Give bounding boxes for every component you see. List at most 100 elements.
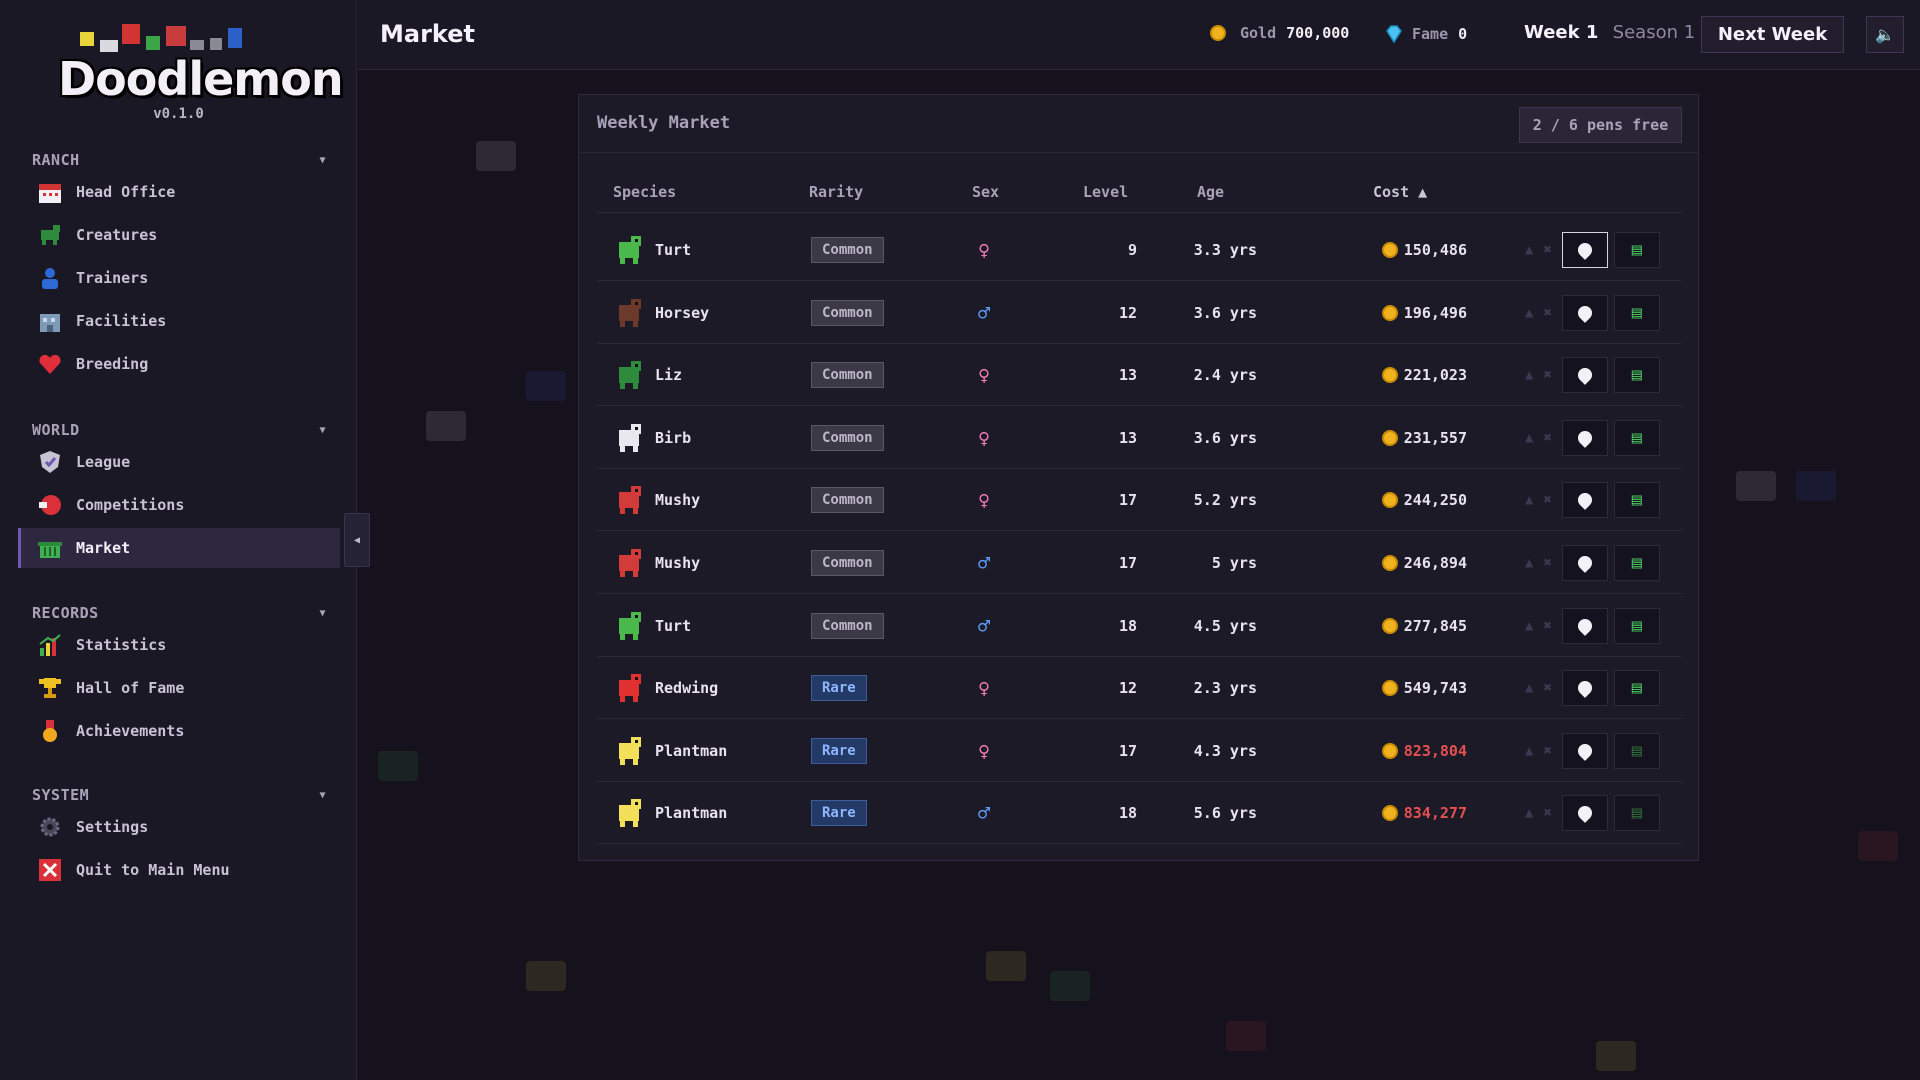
sidebar-item-competitions[interactable]: Competitions: [18, 485, 340, 525]
basket-icon: ▤: [1631, 678, 1642, 699]
female-icon: ♀: [978, 363, 991, 388]
sound-toggle-button[interactable]: 🔈: [1866, 16, 1904, 53]
section-header-records[interactable]: RECORDS ▼: [32, 603, 332, 623]
table-row[interactable]: Horsey Common ♂ 12 3.6 yrs 196,496 ▲ ✖ ▤: [597, 282, 1682, 344]
buy-button[interactable]: ▤: [1613, 795, 1660, 832]
inspect-button[interactable]: [1561, 670, 1608, 707]
hat-icon: ▲: [1525, 304, 1534, 321]
section-header-ranch[interactable]: RANCH ▼: [32, 150, 332, 170]
inspect-button[interactable]: [1561, 482, 1608, 519]
inspect-button[interactable]: [1561, 294, 1608, 331]
chevron-down-icon: ▼: [319, 789, 326, 801]
table-row[interactable]: Mushy Common ♀ 17 5.2 yrs 244,250 ▲ ✖ ▤: [597, 469, 1682, 532]
sidebar-item-quit-to-main-menu[interactable]: Quit to Main Menu: [18, 850, 340, 890]
inspect-button[interactable]: [1561, 545, 1608, 581]
bg-critter: [986, 951, 1026, 981]
column-species[interactable]: Species: [613, 183, 677, 201]
sidebar-item-label: Statistics: [76, 636, 167, 654]
buy-button[interactable]: ▤: [1613, 545, 1660, 581]
age-cell: 4.3 yrs: [1193, 741, 1257, 760]
species-cell: Mushy: [611, 532, 700, 594]
table-row[interactable]: Turt Common ♂ 18 4.5 yrs 277,845 ▲ ✖ ▤: [597, 595, 1682, 657]
male-icon: ♂: [978, 801, 991, 826]
column-sex[interactable]: Sex: [972, 183, 1000, 201]
buy-button[interactable]: ▤: [1613, 357, 1660, 394]
sidebar-item-creatures[interactable]: Creatures: [18, 215, 340, 255]
section-header-world[interactable]: WORLD ▼: [32, 420, 332, 440]
buy-button[interactable]: ▤: [1613, 732, 1660, 769]
sidebar-item-label: Hall of Fame: [76, 679, 185, 697]
bg-critter: [1050, 971, 1090, 1001]
basket-icon: ▤: [1631, 553, 1642, 573]
inspect-icon: [1574, 553, 1595, 573]
buy-button[interactable]: ▤: [1613, 607, 1660, 644]
sidebar-item-market[interactable]: Market: [18, 528, 340, 568]
rarity-badge: Common: [811, 362, 884, 389]
bg-critter: [476, 141, 516, 171]
buy-button[interactable]: ▤: [1613, 670, 1660, 707]
inspect-icon: [1574, 678, 1595, 699]
table-row[interactable]: Mushy Common ♂ 17 5 yrs 246,894 ▲ ✖ ▤: [597, 532, 1682, 594]
dna-icon: ✖: [1543, 242, 1552, 258]
table-row[interactable]: Liz Common ♀ 13 2.4 yrs 221,023 ▲ ✖ ▤: [597, 344, 1682, 407]
inspect-button[interactable]: [1561, 795, 1608, 832]
level-cell: 13: [1118, 366, 1137, 385]
cost-cell: 221,023: [1317, 344, 1467, 406]
column-rarity[interactable]: Rarity: [809, 183, 864, 201]
sidebar-collapse-button[interactable]: ◀: [344, 513, 370, 567]
row-actions: ▲ ✖ ▤: [1525, 219, 1660, 281]
table-row[interactable]: Plantman Rare ♂ 18 5.6 yrs 834,277 ▲ ✖ ▤: [597, 782, 1682, 845]
inspect-button[interactable]: [1561, 357, 1608, 394]
buy-button[interactable]: ▤: [1613, 232, 1660, 268]
age-cell: 3.3 yrs: [1193, 241, 1257, 259]
sidebar-item-settings[interactable]: Settings: [18, 807, 340, 847]
inspect-button[interactable]: [1561, 419, 1608, 456]
rarity-cell: Common: [811, 469, 884, 531]
buy-button[interactable]: ▤: [1613, 482, 1660, 519]
buy-button[interactable]: ▤: [1613, 419, 1660, 456]
cost-value: 246,894: [1403, 554, 1467, 572]
sidebar-item-head-office[interactable]: Head Office: [18, 172, 340, 212]
inspect-button[interactable]: [1561, 607, 1608, 644]
sidebar-item-label: Quit to Main Menu: [76, 861, 230, 879]
level-cell: 9: [1127, 241, 1137, 259]
inspect-button[interactable]: [1561, 732, 1608, 769]
buy-button[interactable]: ▤: [1613, 294, 1660, 331]
page-title: Market: [380, 20, 475, 48]
column-level[interactable]: Level: [1083, 183, 1129, 201]
hat-icon: ▲: [1525, 742, 1534, 759]
table-row[interactable]: Turt Common ♀ 9 3.3 yrs 150,486 ▲ ✖ ▤: [597, 219, 1682, 281]
dna-icon: ✖: [1543, 680, 1552, 697]
table-row[interactable]: Birb Common ♀ 13 3.6 yrs 231,557 ▲ ✖ ▤: [597, 407, 1682, 469]
section-header-system[interactable]: SYSTEM ▼: [32, 785, 332, 805]
gold-coin-icon: [1381, 242, 1398, 258]
chart-icon: [36, 631, 64, 659]
sidebar-item-hall-of-fame[interactable]: Hall of Fame: [18, 668, 340, 708]
hat-icon: ▲: [1525, 617, 1534, 634]
inspect-button[interactable]: [1561, 232, 1608, 268]
column-cost[interactable]: Cost ▲: [1373, 183, 1428, 201]
table-row[interactable]: Redwing Rare ♀ 12 2.3 yrs 549,743 ▲ ✖ ▤: [597, 657, 1682, 720]
bg-critter: [1226, 1021, 1266, 1051]
sidebar-item-label: Competitions: [76, 496, 185, 514]
age-cell: 2.4 yrs: [1193, 366, 1257, 385]
sidebar-item-league[interactable]: League: [18, 442, 340, 482]
column-age[interactable]: Age: [1197, 183, 1225, 201]
table-row[interactable]: Plantman Rare ♀ 17 4.3 yrs 823,804 ▲ ✖ ▤: [597, 720, 1682, 782]
sidebar-item-label: League: [76, 453, 131, 471]
rarity-cell: Common: [811, 407, 884, 469]
next-week-button[interactable]: Next Week: [1701, 16, 1844, 53]
sidebar-item-achievements[interactable]: Achievements: [18, 711, 340, 751]
bg-critter: [526, 371, 566, 401]
sidebar-item-breeding[interactable]: Breeding: [18, 344, 340, 384]
inspect-icon: [1574, 615, 1595, 636]
sidebar-item-statistics[interactable]: Statistics: [18, 625, 340, 665]
sidebar-item-facilities[interactable]: Facilities: [18, 301, 340, 341]
calendar-icon: [36, 178, 64, 206]
inspect-icon: [1574, 490, 1595, 511]
weekly-market-panel: Weekly Market 2 / 6 pens free Species Ra…: [578, 94, 1699, 861]
sidebar: Doodlemon v0.1.0 RANCH ▼ Head Office Creatu…: [0, 0, 370, 1080]
sidebar-item-trainers[interactable]: Trainers: [18, 258, 340, 298]
row-actions: ▲ ✖ ▤: [1525, 657, 1660, 719]
gold-coin-icon: [1381, 304, 1398, 321]
